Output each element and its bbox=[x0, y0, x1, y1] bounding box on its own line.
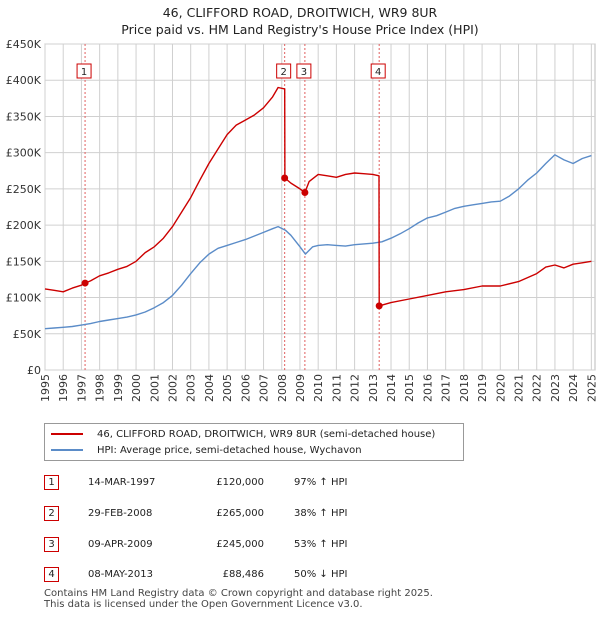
sale-date: 29-FEB-2008 bbox=[88, 508, 153, 519]
y-tick-label: £400K bbox=[6, 74, 42, 87]
y-tick-label: £350K bbox=[6, 110, 42, 123]
legend-label-hpi: HPI: Average price, semi-detached house,… bbox=[97, 445, 362, 456]
x-tick-label: 2016 bbox=[421, 374, 434, 402]
sale-price: £265,000 bbox=[216, 508, 264, 519]
sale-price: £88,486 bbox=[222, 569, 264, 580]
x-tick-label: 2010 bbox=[312, 374, 325, 402]
legend-swatch-hpi bbox=[51, 449, 83, 451]
x-tick-label: 1997 bbox=[75, 374, 88, 402]
chart-plot: £0 £50K £100K £150K £200K £250K £300K £350K £400… bbox=[6, 38, 599, 402]
sale-date: 08-MAY-2013 bbox=[88, 569, 154, 580]
legend-swatch-property bbox=[51, 433, 83, 435]
sale-label-box bbox=[276, 63, 292, 79]
sale-price: £245,000 bbox=[216, 539, 264, 550]
hpi-line bbox=[44, 154, 592, 330]
x-tick-label: 2009 bbox=[294, 374, 307, 402]
x-tick-label: 1999 bbox=[112, 374, 125, 402]
y-tick-label: £250K bbox=[6, 183, 42, 196]
property-price-line bbox=[44, 86, 592, 307]
table-row: 4 08-MAY-2013 £88,486 50% ↓ HPI bbox=[44, 566, 404, 584]
title-subtitle: Price paid vs. HM Land Registry's House … bbox=[121, 22, 479, 37]
x-tick-label: 2004 bbox=[203, 374, 216, 402]
sale-markers: 1 2 3 4 bbox=[76, 63, 386, 310]
x-tick-label: 2018 bbox=[458, 374, 471, 402]
footer-licence: This data is licensed under the Open Gov… bbox=[44, 599, 363, 610]
series bbox=[44, 86, 592, 330]
grid bbox=[44, 43, 595, 371]
x-tick-label: 2024 bbox=[567, 374, 580, 402]
y-tick-label: £450K bbox=[6, 38, 42, 51]
sale-number-badge: 3 bbox=[44, 537, 59, 552]
table-row: 2 29-FEB-2008 £265,000 38% ↑ HPI bbox=[44, 505, 404, 523]
sale-hpi-change: 50% ↓ HPI bbox=[294, 569, 348, 580]
legend: 46, CLIFFORD ROAD, DROITWICH, WR9 8UR (s… bbox=[44, 423, 464, 461]
y-tick-label: £150K bbox=[6, 255, 42, 268]
sale-number-badge: 2 bbox=[44, 506, 59, 521]
sale-hpi-change: 97% ↑ HPI bbox=[294, 477, 348, 488]
x-tick-label: 2001 bbox=[148, 374, 161, 402]
x-tick-label: 2000 bbox=[130, 374, 143, 402]
x-tick-label: 2015 bbox=[403, 374, 416, 402]
table-row: 3 09-APR-2009 £245,000 53% ↑ HPI bbox=[44, 536, 404, 554]
y-tick-label: £100K bbox=[6, 292, 42, 305]
sale-hpi-change: 53% ↑ HPI bbox=[294, 539, 348, 550]
x-tick-label: 2011 bbox=[330, 374, 343, 402]
x-tick-label: 2017 bbox=[440, 374, 453, 402]
sale-label-box bbox=[370, 63, 386, 79]
sale-label: 1 bbox=[81, 67, 87, 78]
x-tick-label: 2008 bbox=[276, 374, 289, 402]
title-address: 46, CLIFFORD ROAD, DROITWICH, WR9 8UR bbox=[162, 5, 438, 20]
sale-date: 14-MAR-1997 bbox=[88, 477, 156, 488]
sale-label-box bbox=[296, 63, 312, 79]
sale-point bbox=[375, 302, 383, 310]
x-tick-label: 1995 bbox=[39, 374, 52, 402]
x-tick-label: 2002 bbox=[166, 374, 179, 402]
sale-point bbox=[281, 174, 289, 182]
legend-item-property: 46, CLIFFORD ROAD, DROITWICH, WR9 8UR (s… bbox=[51, 427, 435, 443]
sale-point bbox=[301, 189, 309, 197]
x-tick-label: 2022 bbox=[531, 374, 544, 402]
table-row: 1 14-MAR-1997 £120,000 97% ↑ HPI bbox=[44, 474, 404, 492]
sale-number-badge: 4 bbox=[44, 567, 59, 582]
x-tick-label: 2007 bbox=[258, 374, 271, 402]
x-tick-label: 1998 bbox=[94, 374, 107, 402]
x-tick-label: 1996 bbox=[57, 374, 70, 402]
sale-label: 4 bbox=[375, 67, 381, 78]
sale-hpi-change: 38% ↑ HPI bbox=[294, 508, 348, 519]
x-tick-label: 2023 bbox=[549, 374, 562, 402]
x-tick-label: 2014 bbox=[385, 374, 398, 402]
y-tick-label: £200K bbox=[6, 219, 42, 232]
sale-price: £120,000 bbox=[216, 477, 264, 488]
x-tick-label: 2019 bbox=[476, 374, 489, 402]
sale-label-box bbox=[76, 63, 92, 79]
plot-background bbox=[44, 43, 596, 371]
sale-number-badge: 1 bbox=[44, 475, 59, 490]
x-tick-label: 2020 bbox=[494, 374, 507, 402]
x-tick-label: 2012 bbox=[349, 374, 362, 402]
y-tick-label: £300K bbox=[6, 147, 42, 160]
legend-label-property: 46, CLIFFORD ROAD, DROITWICH, WR9 8UR (s… bbox=[97, 429, 436, 440]
footer-copyright: Contains HM Land Registry data © Crown c… bbox=[44, 588, 433, 599]
legend-item-hpi: HPI: Average price, semi-detached house,… bbox=[51, 443, 362, 459]
sale-date: 09-APR-2009 bbox=[88, 539, 153, 550]
x-tick-label: 2021 bbox=[513, 374, 526, 402]
x-tick-label: 2003 bbox=[185, 374, 198, 402]
sale-label: 2 bbox=[280, 67, 286, 78]
x-tick-label: 2005 bbox=[221, 374, 234, 402]
chart-title: 46, CLIFFORD ROAD, DROITWICH, WR9 8UR Pr… bbox=[0, 4, 600, 38]
axes: £0 £50K £100K £150K £200K £250K £300K £350K £400… bbox=[6, 38, 599, 402]
x-tick-label: 2006 bbox=[239, 374, 252, 402]
x-tick-label: 2025 bbox=[585, 374, 598, 402]
sale-label: 3 bbox=[301, 67, 307, 78]
y-tick-label: £0 bbox=[27, 364, 41, 377]
footer: Contains HM Land Registry data © Crown c… bbox=[44, 588, 433, 610]
sale-point bbox=[81, 279, 89, 287]
y-tick-label: £50K bbox=[13, 328, 42, 341]
x-tick-label: 2013 bbox=[367, 374, 380, 402]
